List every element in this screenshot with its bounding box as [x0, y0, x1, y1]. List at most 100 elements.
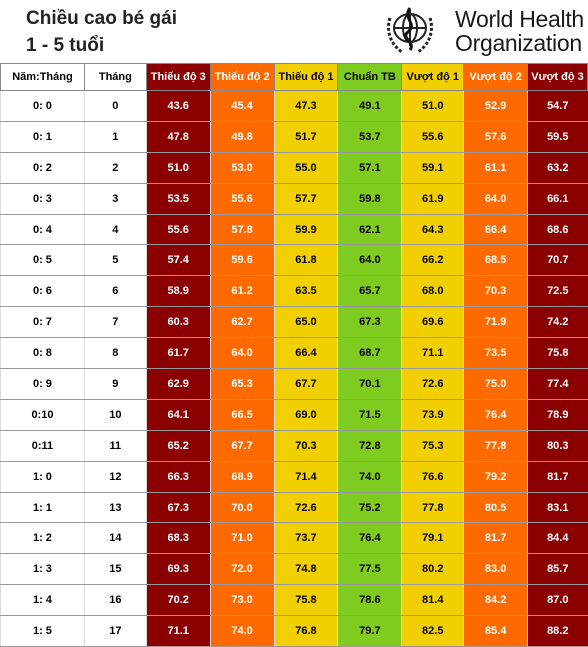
table-cell: 72.6: [273, 492, 338, 524]
table-cell: 1: 2: [0, 522, 85, 555]
table-cell: 62.7: [209, 306, 275, 339]
table-cell: 75.8: [527, 337, 588, 370]
table-cell: 66.4: [273, 337, 338, 370]
table-row: 0:10 10 64.1 66.5 69.0 71.5 73.9 76.4 78.9: [0, 399, 588, 431]
table-cell: 78.6: [337, 584, 402, 617]
table-cell: 71.1: [401, 337, 464, 370]
table-cell: 71.4: [273, 461, 338, 493]
table-cell: 82.5: [401, 615, 464, 647]
table-cell: 75.0: [463, 368, 528, 400]
table-cell: 65.0: [273, 306, 338, 339]
page-subtitle: 1 - 5 tuổi: [26, 35, 105, 56]
table-cell: 74.8: [273, 553, 338, 586]
table-cell: 13: [83, 492, 147, 524]
table-cell: 68.7: [337, 337, 402, 370]
table-cell: 55.6: [401, 121, 464, 153]
table-cell: 63.5: [273, 275, 338, 308]
table-cell: 78.9: [527, 399, 588, 431]
table-row: 0:11 11 65.2 67.7 70.3 72.8 75.3 77.8 80.3: [0, 430, 588, 462]
table-cell: 0: 9: [0, 368, 85, 400]
table-row: 0: 9 9 62.9 65.3 67.7 70.1 72.6 75.0 77.4: [0, 368, 588, 400]
table-cell: 1: 5: [0, 615, 85, 647]
table-cell: 61.9: [401, 183, 464, 215]
table-cell: 53.0: [209, 152, 275, 184]
table-cell: 70.1: [337, 368, 402, 400]
table-cell: 45.4: [209, 90, 275, 122]
table-header-row: Năm:Tháng Tháng Thiếu độ 3 Thiếu độ 2 Thiếu …: [0, 63, 588, 91]
table-cell: 85.7: [527, 553, 588, 586]
table-cell: 72.6: [401, 368, 464, 400]
table-cell: 51.0: [401, 90, 464, 122]
height-table: Năm:Tháng Tháng Thiếu độ 3 Thiếu độ 2 Thiếu …: [0, 63, 588, 647]
page-title: Chiều cao bé gái: [26, 8, 177, 29]
table-cell: 1: 0: [0, 461, 85, 493]
table-cell: 59.6: [209, 244, 275, 277]
org-name-line1: World Health: [455, 6, 584, 32]
table-cell: 80.3: [527, 430, 588, 462]
column-header: Năm:Tháng: [0, 63, 85, 91]
table-cell: 43.6: [145, 90, 211, 122]
table-cell: 67.7: [209, 430, 275, 462]
table-cell: 64.3: [401, 214, 464, 246]
org-name-line2: Organization: [455, 30, 582, 56]
table-cell: 61.2: [209, 275, 275, 308]
table-row: 0: 2 2 51.0 53.0 55.0 57.1 59.1 61.1 63.2: [0, 152, 588, 184]
table-cell: 3: [83, 183, 147, 215]
table-cell: 76.6: [401, 461, 464, 493]
table-cell: 71.5: [337, 399, 402, 431]
table-cell: 79.7: [337, 615, 402, 647]
table-cell: 61.7: [145, 337, 211, 370]
table-cell: 7: [83, 306, 147, 339]
table-cell: 71.9: [463, 306, 528, 339]
table-cell: 59.1: [401, 152, 464, 184]
table-cell: 53.7: [337, 121, 402, 153]
table-row: 0: 8 8 61.7 64.0 66.4 68.7 71.1 73.5 75.8: [0, 337, 588, 370]
column-header: Thiếu độ 1: [273, 63, 339, 91]
table-cell: 88.2: [527, 615, 588, 647]
table-cell: 81.4: [401, 584, 464, 617]
table-cell: 51.7: [273, 121, 338, 153]
table-cell: 62.9: [145, 368, 211, 400]
table-cell: 54.7: [527, 90, 588, 122]
table-cell: 61.8: [273, 244, 338, 277]
table-cell: 5: [83, 244, 147, 277]
table-cell: 67.3: [145, 492, 211, 524]
table-cell: 65.3: [209, 368, 275, 400]
table-cell: 71.1: [145, 615, 211, 647]
table-cell: 84.2: [463, 584, 528, 617]
table-cell: 0: 1: [0, 121, 85, 153]
table-cell: 77.5: [337, 553, 402, 586]
table-cell: 59.8: [337, 183, 402, 215]
table-cell: 68.3: [145, 522, 211, 555]
table-cell: 57.7: [273, 183, 338, 215]
table-row: 0: 6 6 58.9 61.2 63.5 65.7 68.0 70.3 72.5: [0, 275, 588, 308]
table-row: 1: 4 16 70.2 73.0 75.8 78.6 81.4 84.2 87.0: [0, 584, 588, 617]
table-cell: 87.0: [527, 584, 588, 617]
table-cell: 58.9: [145, 275, 211, 308]
table-cell: 73.9: [401, 399, 464, 431]
column-header: Chuẩn TB: [337, 63, 403, 91]
table-cell: 47.3: [273, 90, 338, 122]
table-cell: 76.4: [463, 399, 528, 431]
table-cell: 80.5: [463, 492, 528, 524]
table-cell: 0: 5: [0, 244, 85, 277]
table-row: 1: 2 14 68.3 71.0 73.7 76.4 79.1 81.7 84.4: [0, 522, 588, 555]
table-cell: 49.1: [337, 90, 402, 122]
table-cell: 79.1: [401, 522, 464, 555]
table-cell: 67.7: [273, 368, 338, 400]
table-cell: 55.0: [273, 152, 338, 184]
table-cell: 69.6: [401, 306, 464, 339]
table-row: 0: 3 3 53.5 55.6 57.7 59.8 61.9 64.0 66.1: [0, 183, 588, 215]
table-cell: 81.7: [463, 522, 528, 555]
table-cell: 0: 2: [0, 152, 85, 184]
table-cell: 17: [83, 615, 147, 647]
table-cell: 76.4: [337, 522, 402, 555]
table-row: 0: 5 5 57.4 59.6 61.8 64.0 66.2 68.5 70.7: [0, 244, 588, 277]
table-cell: 59.9: [273, 214, 338, 246]
table-body: 0: 0 0 43.6 45.4 47.3 49.1 51.0 52.9 54.7 0: 1 1 47…: [0, 90, 588, 647]
table-cell: 57.6: [463, 121, 528, 153]
table-cell: 6: [83, 275, 147, 308]
table-cell: 57.4: [145, 244, 211, 277]
table-cell: 77.8: [463, 430, 528, 462]
table-cell: 70.3: [463, 275, 528, 308]
